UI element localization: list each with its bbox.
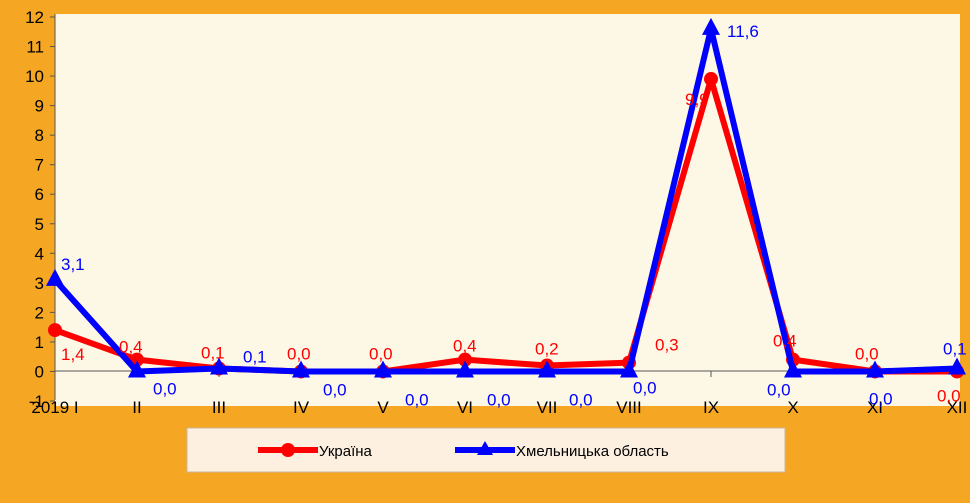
data-label: 0,0 (937, 386, 961, 405)
x-tick-label: III (212, 398, 226, 417)
data-label: 0,2 (535, 340, 559, 359)
data-label: 0,1 (201, 344, 225, 363)
y-tick-label: 8 (35, 126, 44, 145)
y-tick-label: 6 (35, 185, 44, 204)
y-tick-label: 12 (25, 8, 44, 27)
y-tick-label: 11 (26, 38, 44, 57)
y-tick-label: 4 (35, 244, 44, 263)
x-tick-label: VII (537, 398, 558, 417)
y-tick-label: 5 (35, 215, 44, 234)
plot-area (55, 14, 960, 406)
data-label: 0,0 (153, 379, 177, 398)
legend: Україна Хмельницька область (187, 428, 785, 472)
x-tick-label: IX (703, 398, 719, 417)
data-label: 0,4 (453, 337, 477, 356)
x-tick-label: VIII (616, 398, 642, 417)
y-tick-label: 9 (35, 97, 44, 116)
x-tick-label: 2019 I (31, 398, 78, 417)
y-tick-label: 10 (25, 67, 44, 86)
data-label: 0,3 (655, 336, 679, 355)
data-label: 0,0 (569, 390, 593, 409)
y-tick-label: 0 (35, 362, 44, 381)
legend-marker-ukraine (281, 443, 295, 457)
data-label: 0,1 (943, 340, 967, 359)
data-label: 0,1 (243, 348, 267, 367)
legend-label-ukraine: Україна (319, 443, 373, 460)
data-label: 0,4 (773, 332, 797, 351)
y-tick-label: 3 (35, 274, 44, 293)
data-label: 0,0 (633, 378, 657, 397)
data-label: 1,4 (61, 345, 85, 364)
data-label: 0,0 (855, 344, 879, 363)
data-point (48, 323, 62, 337)
data-label: 0,0 (287, 344, 311, 363)
data-label: 0,4 (119, 338, 143, 357)
data-label: 9,9 (685, 90, 709, 109)
x-tick-label: VI (457, 398, 473, 417)
data-label: 0,0 (767, 380, 791, 399)
data-label: 3,1 (61, 255, 85, 274)
data-label: 11,6 (727, 22, 759, 41)
y-tick-label: 7 (35, 156, 44, 175)
x-tick-label: IV (293, 398, 310, 417)
data-label: 0,0 (369, 344, 393, 363)
data-point (704, 72, 718, 86)
x-tick-label: X (787, 398, 798, 417)
y-tick-label: 1 (35, 333, 44, 352)
y-tick-label: 2 (35, 303, 44, 322)
data-label: 0,0 (869, 389, 893, 408)
x-tick-label: II (132, 398, 141, 417)
data-label: 0,0 (405, 390, 429, 409)
data-label: 0,0 (323, 380, 347, 399)
data-label: 0,0 (487, 390, 511, 409)
x-tick-label: V (377, 398, 389, 417)
legend-label-khmelnytska: Хмельницька область (516, 443, 669, 460)
